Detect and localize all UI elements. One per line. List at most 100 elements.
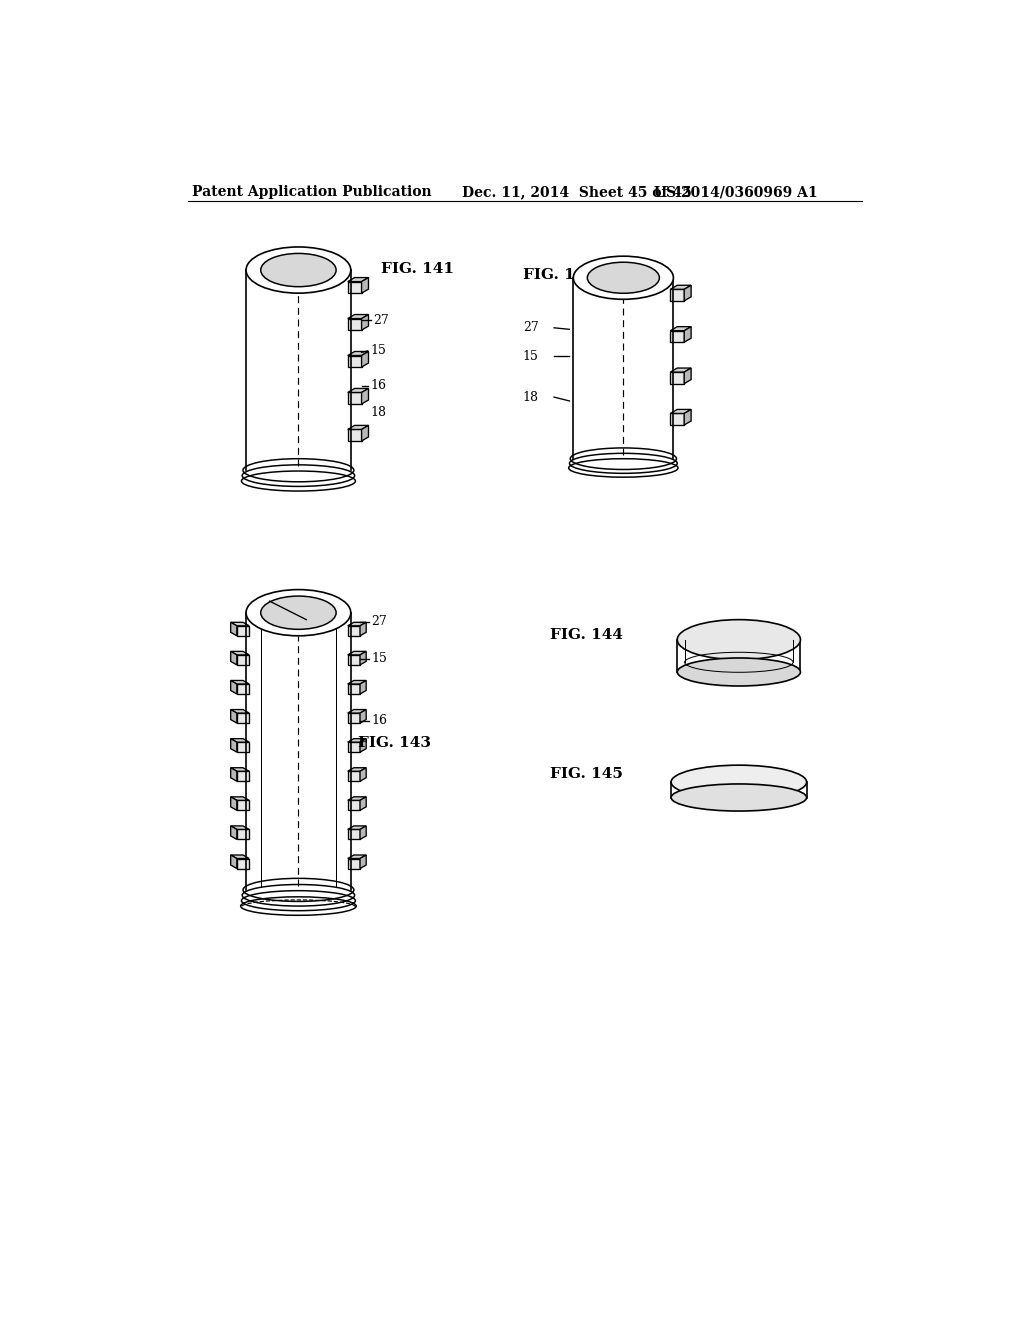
Polygon shape	[348, 684, 360, 694]
Ellipse shape	[677, 657, 801, 686]
Polygon shape	[230, 710, 237, 723]
Polygon shape	[230, 681, 249, 684]
Text: 15: 15	[372, 652, 387, 665]
Polygon shape	[671, 368, 691, 372]
Polygon shape	[348, 281, 361, 293]
Polygon shape	[230, 855, 249, 858]
Polygon shape	[348, 425, 369, 429]
Polygon shape	[237, 713, 249, 723]
Polygon shape	[348, 351, 369, 355]
Text: 18: 18	[522, 391, 539, 404]
Text: 15: 15	[523, 350, 539, 363]
Polygon shape	[360, 739, 367, 752]
Polygon shape	[237, 771, 249, 781]
Text: US 2014/0360969 A1: US 2014/0360969 A1	[654, 185, 818, 199]
Text: 18: 18	[371, 407, 387, 418]
Polygon shape	[348, 392, 361, 404]
Ellipse shape	[671, 766, 807, 799]
Text: 27: 27	[373, 314, 389, 326]
Polygon shape	[671, 285, 691, 289]
Polygon shape	[671, 326, 691, 331]
Polygon shape	[230, 651, 237, 665]
Polygon shape	[230, 622, 249, 626]
Polygon shape	[348, 388, 369, 392]
Polygon shape	[361, 277, 369, 293]
Polygon shape	[230, 768, 249, 771]
Polygon shape	[348, 713, 360, 723]
Polygon shape	[573, 277, 674, 459]
Polygon shape	[230, 768, 237, 781]
Polygon shape	[237, 684, 249, 694]
Polygon shape	[348, 739, 367, 742]
Polygon shape	[360, 651, 367, 665]
Text: 16: 16	[370, 379, 386, 392]
Polygon shape	[230, 739, 237, 752]
Polygon shape	[348, 655, 360, 665]
Ellipse shape	[677, 619, 801, 660]
Polygon shape	[348, 622, 367, 626]
Polygon shape	[246, 271, 351, 470]
Polygon shape	[684, 285, 691, 301]
Polygon shape	[237, 858, 249, 869]
Polygon shape	[348, 858, 360, 869]
Ellipse shape	[573, 256, 674, 300]
Polygon shape	[230, 826, 237, 840]
Polygon shape	[360, 855, 367, 869]
Ellipse shape	[261, 597, 336, 630]
Polygon shape	[237, 742, 249, 752]
Polygon shape	[230, 826, 249, 829]
Polygon shape	[348, 768, 367, 771]
Polygon shape	[348, 318, 361, 330]
Polygon shape	[230, 622, 237, 636]
Polygon shape	[246, 612, 351, 890]
Polygon shape	[237, 829, 249, 840]
Polygon shape	[348, 651, 367, 655]
Text: Dec. 11, 2014  Sheet 45 of 45: Dec. 11, 2014 Sheet 45 of 45	[462, 185, 691, 199]
Polygon shape	[360, 826, 367, 840]
Polygon shape	[230, 855, 237, 869]
Ellipse shape	[261, 253, 336, 286]
Polygon shape	[684, 326, 691, 342]
Text: FIG. 142: FIG. 142	[523, 268, 596, 281]
Polygon shape	[348, 355, 361, 367]
Polygon shape	[348, 710, 367, 713]
Ellipse shape	[246, 590, 351, 636]
Text: Patent Application Publication: Patent Application Publication	[193, 185, 432, 199]
Polygon shape	[671, 413, 684, 425]
Polygon shape	[348, 681, 367, 684]
Polygon shape	[348, 771, 360, 781]
Text: 27: 27	[523, 321, 539, 334]
Polygon shape	[361, 351, 369, 367]
Polygon shape	[360, 681, 367, 694]
Polygon shape	[348, 797, 367, 800]
Polygon shape	[230, 681, 237, 694]
Polygon shape	[348, 826, 367, 829]
Polygon shape	[348, 742, 360, 752]
Polygon shape	[348, 277, 369, 281]
Polygon shape	[230, 797, 249, 800]
Polygon shape	[348, 626, 360, 636]
Polygon shape	[237, 626, 249, 636]
Polygon shape	[360, 768, 367, 781]
Polygon shape	[348, 855, 367, 858]
Polygon shape	[360, 622, 367, 636]
Polygon shape	[671, 372, 684, 384]
Text: FIG. 141: FIG. 141	[381, 263, 454, 276]
Polygon shape	[230, 797, 237, 810]
Polygon shape	[671, 409, 691, 413]
Polygon shape	[361, 425, 369, 441]
Text: FIG. 144: FIG. 144	[550, 628, 624, 642]
Polygon shape	[348, 829, 360, 840]
Text: 15: 15	[370, 345, 386, 358]
Text: FIG. 145: FIG. 145	[550, 767, 623, 780]
Polygon shape	[230, 739, 249, 742]
Polygon shape	[361, 314, 369, 330]
Ellipse shape	[246, 247, 351, 293]
Polygon shape	[684, 368, 691, 384]
Polygon shape	[671, 331, 684, 342]
Text: FIG. 143: FIG. 143	[357, 737, 431, 750]
Polygon shape	[360, 797, 367, 810]
Polygon shape	[360, 710, 367, 723]
Text: 16: 16	[372, 714, 387, 727]
Ellipse shape	[588, 263, 659, 293]
